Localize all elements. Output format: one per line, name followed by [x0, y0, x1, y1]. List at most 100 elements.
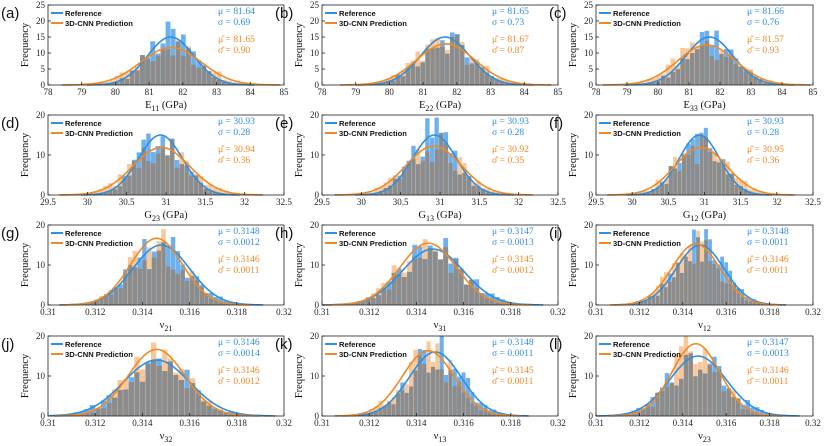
x-axis-subscript: 33	[690, 104, 698, 113]
histogram-bar-overlap	[645, 404, 651, 416]
prediction-fit-curve	[63, 237, 251, 306]
x-tick-label: 0.32	[550, 307, 566, 317]
histogram-bar-overlap	[735, 398, 741, 416]
histogram-bar-overlap	[714, 60, 719, 85]
histogram-bars	[361, 32, 534, 85]
histogram-bar-overlap	[732, 285, 737, 305]
histogram-bar-overlap	[469, 279, 474, 305]
panel-e: 29.5 30 30.5 31 31.5 32 32.5 0 10 20 G13 (GPa) Freq…	[275, 110, 566, 223]
reference-fit-curve	[49, 359, 276, 417]
reference-fit-curve	[626, 134, 773, 196]
reference-mu: μ = 81.66	[747, 6, 784, 17]
histogram-bar-overlap	[464, 64, 470, 85]
histogram-bar-overlap	[378, 191, 384, 195]
histogram-bar-overlap	[89, 412, 96, 416]
histogram-bar-overlap	[140, 55, 145, 85]
histogram-bar-overlap	[422, 259, 428, 305]
histogram-bar-overlap	[146, 269, 152, 305]
y-tick-label: 20	[310, 110, 320, 120]
histogram-bar-overlap	[118, 288, 123, 305]
histogram-bar-overlap	[223, 413, 229, 416]
x-tick-label: 29.5	[314, 197, 330, 207]
histogram-bars	[352, 336, 510, 416]
histogram-bar	[670, 58, 676, 85]
y-tick-label: 0	[41, 80, 46, 90]
y-tick-label: 0	[41, 190, 46, 200]
x-tick-label: 29.5	[588, 197, 604, 207]
histogram-bar	[755, 407, 760, 416]
histogram-bar-overlap	[461, 392, 466, 416]
reference-sigma: σ = 0.76	[747, 17, 779, 28]
x-tick-label: 32	[514, 197, 523, 207]
histogram-bar-overlap	[406, 163, 412, 195]
y-axis-label: Frequency	[568, 353, 579, 398]
x-axis-subscript: 32	[164, 435, 172, 444]
histogram-bar-overlap	[680, 272, 684, 305]
x-tick-label: 0.318	[227, 418, 248, 428]
x-tick-label: 31	[700, 197, 709, 207]
legend-prediction-label: 3D-CNN Prediction	[65, 19, 133, 28]
y-axis-label: Frequency	[294, 22, 305, 67]
histogram-bar-overlap	[212, 409, 218, 416]
x-tick-label: 81	[419, 87, 428, 97]
histogram-bar-overlap	[369, 412, 374, 416]
x-axis-label: E22 (GPa)	[419, 100, 462, 113]
histogram-bar	[374, 187, 379, 195]
histogram-bar-overlap	[651, 296, 656, 305]
y-tick-label: 20	[584, 220, 594, 230]
prediction-fit-curve	[334, 145, 533, 196]
histogram-bar-overlap	[134, 372, 140, 416]
histogram-bar-overlap	[427, 247, 433, 305]
x-tick-label: 0.318	[501, 418, 522, 428]
histogram-bar-overlap	[360, 300, 366, 305]
histogram-bar-overlap	[417, 355, 422, 416]
histogram-bar	[98, 189, 103, 195]
histogram-bar-overlap	[483, 408, 488, 416]
histogram-bars	[617, 336, 779, 416]
x-axis-label: G13 (GPa)	[418, 210, 462, 223]
x-tick-label: 0.316	[716, 307, 737, 317]
histogram-bar-overlap	[690, 145, 695, 195]
panel-l: 0.31 0.312 0.314 0.316 0.318 0.32 0 10 20 ν23 Freq…	[549, 331, 821, 444]
histogram-bar-overlap	[459, 45, 465, 85]
histogram-bar-overlap	[626, 414, 632, 416]
x-axis-symbol: G	[144, 210, 152, 221]
x-tick-label: 0.318	[227, 307, 248, 317]
histogram-bar-overlap	[391, 272, 397, 305]
reference-mu: μ = 0.3147	[492, 226, 534, 237]
histogram-bar-overlap	[743, 71, 749, 85]
histogram-bar-overlap	[405, 67, 411, 85]
legend-prediction-label: 3D-CNN Prediction	[613, 350, 681, 359]
reference-sigma: σ = 0.0013	[492, 237, 534, 248]
histogram-bar	[745, 399, 750, 416]
panel-a: 78 79 80 81 82 83 84 85 0 5 10 15 20 25 E11 (GPa) Frequ…	[1, 0, 289, 113]
histogram-bar-overlap	[129, 70, 135, 85]
histogram-bar-overlap	[659, 283, 664, 305]
histogram-bar-overlap	[462, 172, 467, 195]
prediction-mu: μ̂ = 81.57	[747, 34, 784, 45]
histogram-bar-overlap	[131, 161, 137, 195]
prediction-fit-curve	[607, 146, 795, 196]
x-tick-label: 0.31	[314, 307, 330, 317]
y-tick-label: 0	[315, 411, 320, 421]
x-axis-subscript: 12	[690, 214, 698, 223]
histogram-bar-overlap	[400, 390, 405, 416]
histogram-bar-overlap	[99, 297, 104, 305]
histogram-bar-overlap	[655, 295, 660, 305]
x-tick-label: 0.312	[359, 418, 379, 428]
histogram-bar-overlap	[664, 183, 669, 195]
histogram-bar-overlap	[122, 177, 127, 195]
histogram-bar-overlap	[186, 48, 191, 85]
histogram-bar-overlap	[499, 81, 505, 85]
y-tick-label: 10	[310, 260, 320, 270]
legend-prediction-label: 3D-CNN Prediction	[65, 239, 133, 248]
histogram-bars	[622, 30, 792, 86]
x-tick-label: 0.314	[132, 418, 153, 428]
x-tick-label: 81	[685, 87, 694, 97]
reference-sigma: σ = 0.73	[492, 17, 524, 28]
histogram-bar-overlap	[213, 299, 219, 305]
histogram-bar	[103, 186, 108, 195]
histogram-bar-overlap	[170, 55, 176, 85]
y-tick-label: 15	[584, 32, 594, 42]
